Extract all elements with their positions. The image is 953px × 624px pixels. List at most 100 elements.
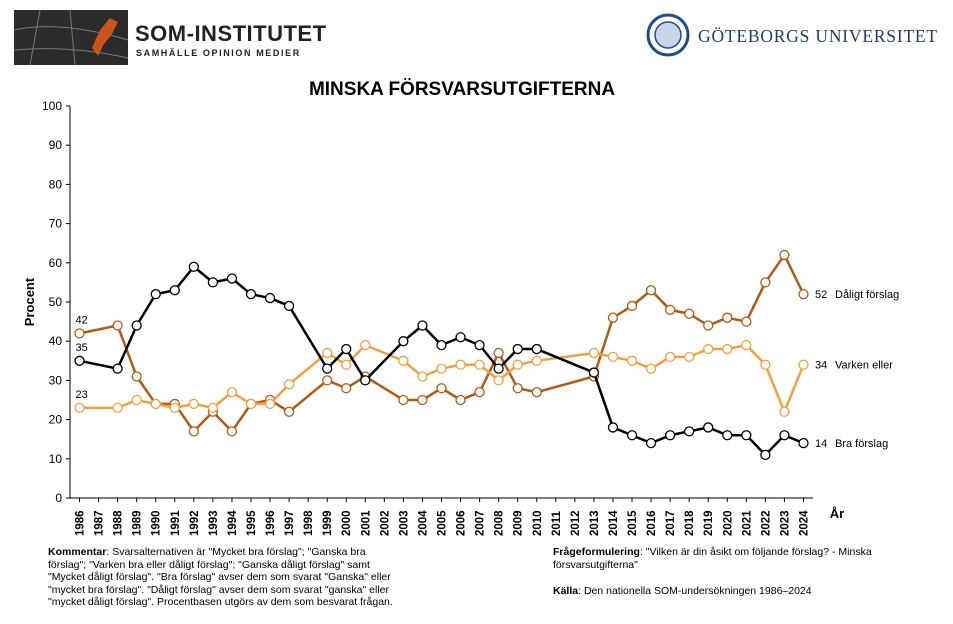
x-tick-label: 1990 (151, 510, 163, 536)
question-label: Frågeformulering (553, 546, 640, 558)
point (741, 339, 752, 351)
series-line (79, 265, 804, 457)
series-line (79, 343, 805, 414)
point (588, 347, 600, 359)
legend-label: Bra förslag (835, 438, 888, 450)
x-tick-label: 2001 (360, 510, 372, 536)
point (798, 289, 809, 300)
tagline: SAMHÄLLE OPINION MEDIER (136, 48, 301, 58)
point (474, 359, 485, 370)
x-tick-label: 1994 (227, 510, 239, 536)
point (512, 359, 523, 370)
point (798, 359, 809, 370)
som-logo (13, 9, 129, 66)
point (626, 430, 638, 441)
point (493, 375, 504, 386)
x-tick-label: 2003 (398, 510, 410, 536)
start-label: 35 (76, 342, 88, 354)
point (341, 383, 352, 394)
x-tick-label: 2017 (665, 510, 677, 536)
point (226, 426, 238, 437)
point (436, 383, 447, 394)
x-tick-label: 2024 (798, 510, 810, 536)
x-tick-label: 2000 (341, 510, 353, 536)
point (169, 285, 180, 296)
point (664, 304, 676, 315)
point (341, 359, 352, 370)
end-value-label: 34 (815, 360, 827, 372)
point (131, 320, 142, 331)
point (722, 343, 733, 355)
point (112, 320, 123, 331)
x-tick-label: 1986 (75, 510, 87, 536)
point (760, 277, 771, 288)
y-tick-label: 10 (49, 452, 63, 466)
series: 42 52 Dåligt förslag (74, 249, 899, 437)
x-tick-label: 2005 (437, 510, 449, 536)
chart-title: MINSKA FÖRSVARSUTGIFTERNA (309, 79, 615, 100)
x-tick-label: 1992 (189, 510, 201, 536)
point (398, 394, 409, 406)
source-label: Källa (553, 585, 579, 597)
point (188, 398, 199, 410)
point (226, 387, 238, 398)
point (722, 430, 733, 441)
x-tick-label: 2014 (608, 510, 620, 536)
point (283, 406, 295, 417)
point (112, 363, 123, 374)
point (626, 300, 638, 312)
point (607, 351, 619, 363)
point (512, 383, 523, 394)
x-tick-label: 2004 (417, 510, 429, 536)
x-tick-label: 2007 (475, 510, 487, 536)
point (74, 355, 85, 366)
y-tick-label: 30 (49, 373, 63, 387)
point (684, 351, 695, 363)
x-tick-label: 2019 (703, 510, 715, 536)
point (684, 308, 695, 319)
x-tick-label: 2009 (513, 510, 525, 536)
point (417, 394, 428, 406)
x-tick-label: 2021 (741, 510, 753, 536)
x-tick-label: 1988 (113, 510, 125, 536)
y-tick-label: 100 (42, 99, 62, 113)
comment-label: Kommentar (48, 546, 107, 558)
source-note: Källa: Den nationella SOM-undersökningen… (553, 585, 893, 598)
series-line (79, 253, 805, 433)
point (360, 339, 371, 351)
question-text: : "Vilken är din åsikt om följande försl… (553, 546, 872, 571)
x-tick-label: 2006 (456, 510, 468, 536)
start-label: 23 (76, 389, 88, 401)
point (112, 402, 123, 413)
chart: SOM-INSTITUTET SAMHÄLLE OPINION MEDIER G… (13, 9, 937, 536)
y-tick-label: 70 (49, 217, 63, 231)
point (207, 277, 219, 288)
x-tick-label: 1991 (170, 510, 182, 536)
point (645, 285, 657, 296)
point (283, 379, 295, 390)
point (512, 343, 523, 355)
point (798, 437, 809, 449)
point (531, 355, 542, 366)
point (588, 367, 600, 378)
legend-label: Dåligt förslag (835, 289, 899, 301)
y-tick-label: 50 (49, 295, 63, 309)
point (131, 394, 142, 406)
point (188, 426, 199, 437)
point (645, 363, 657, 374)
point (322, 375, 333, 386)
point (436, 339, 447, 351)
x-tick-label: 1989 (132, 510, 144, 536)
x-tick-label: 1997 (284, 510, 296, 536)
point (322, 347, 333, 359)
y-tick-label: 40 (49, 334, 63, 348)
point (455, 332, 466, 343)
point (455, 359, 466, 370)
end-value-label: 14 (815, 438, 827, 450)
point (493, 363, 504, 374)
point (741, 316, 752, 327)
x-tick-label: 2023 (779, 510, 791, 536)
point (722, 312, 733, 323)
point (74, 402, 85, 413)
